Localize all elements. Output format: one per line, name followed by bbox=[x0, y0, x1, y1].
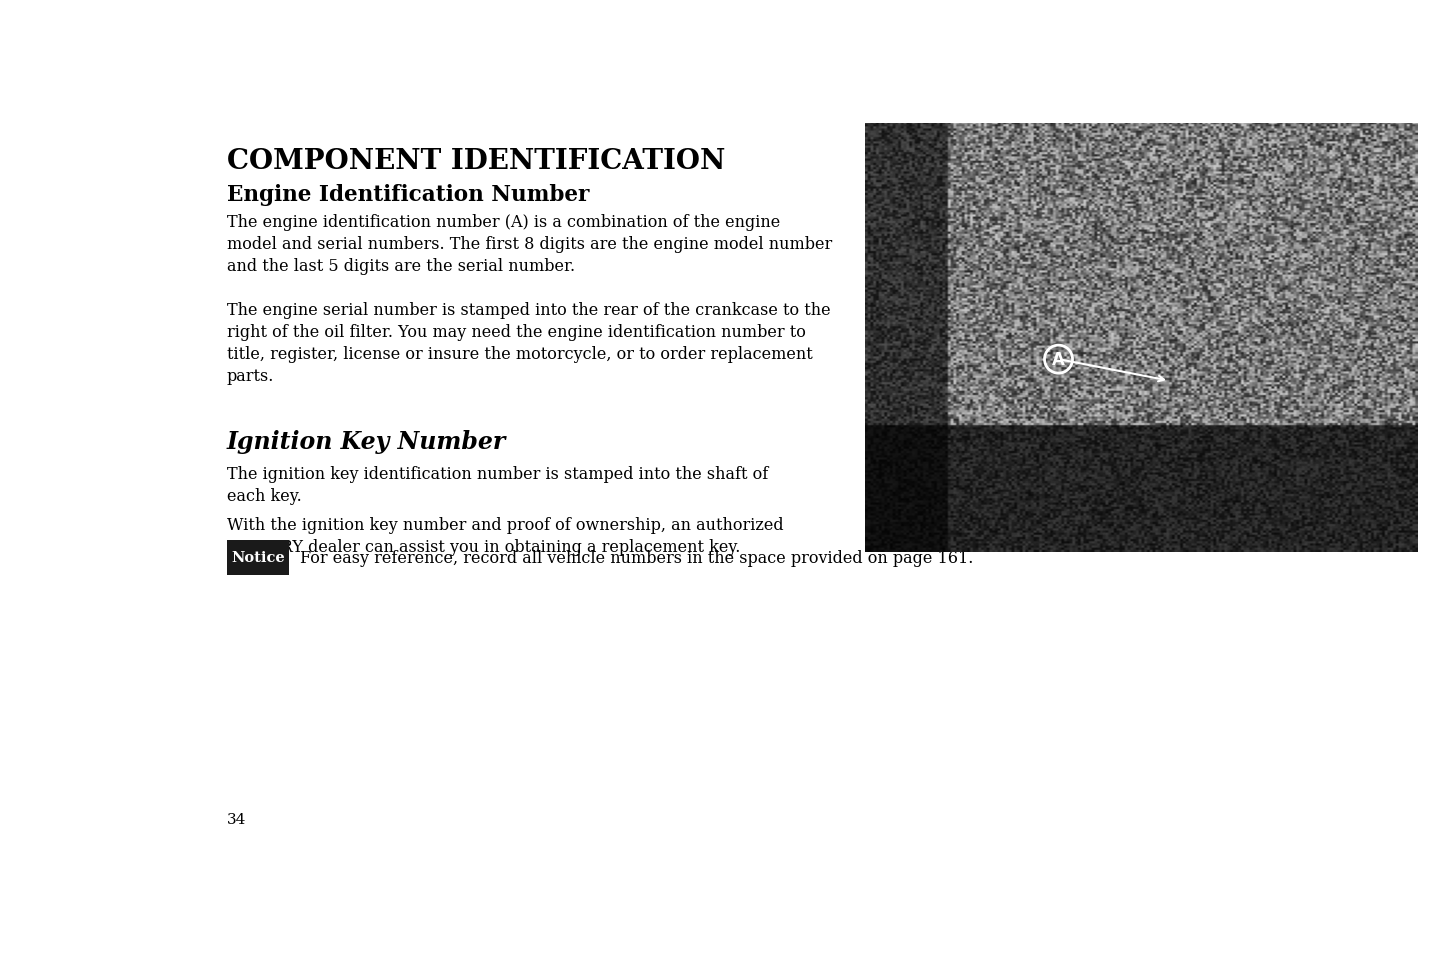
Text: A: A bbox=[1053, 351, 1064, 369]
Text: The engine serial number is stamped into the rear of the crankcase to the
right : The engine serial number is stamped into… bbox=[227, 301, 830, 385]
FancyBboxPatch shape bbox=[227, 540, 289, 576]
Text: The engine identification number (A) is a combination of the engine
model and se: The engine identification number (A) is … bbox=[227, 213, 832, 274]
Text: COMPONENT IDENTIFICATION: COMPONENT IDENTIFICATION bbox=[227, 148, 726, 174]
Text: Engine Identification Number: Engine Identification Number bbox=[227, 184, 589, 206]
Text: The ignition key identification number is stamped into the shaft of
each key.: The ignition key identification number i… bbox=[227, 465, 768, 504]
Text: With the ignition key number and proof of ownership, an authorized
VICTORY deale: With the ignition key number and proof o… bbox=[227, 517, 784, 556]
Text: 34: 34 bbox=[227, 812, 246, 826]
Text: Ignition Key Number: Ignition Key Number bbox=[227, 430, 506, 454]
Text: For easy reference, record all vehicle numbers in the space provided on page 161: For easy reference, record all vehicle n… bbox=[300, 549, 973, 566]
Text: Notice: Notice bbox=[231, 551, 285, 564]
